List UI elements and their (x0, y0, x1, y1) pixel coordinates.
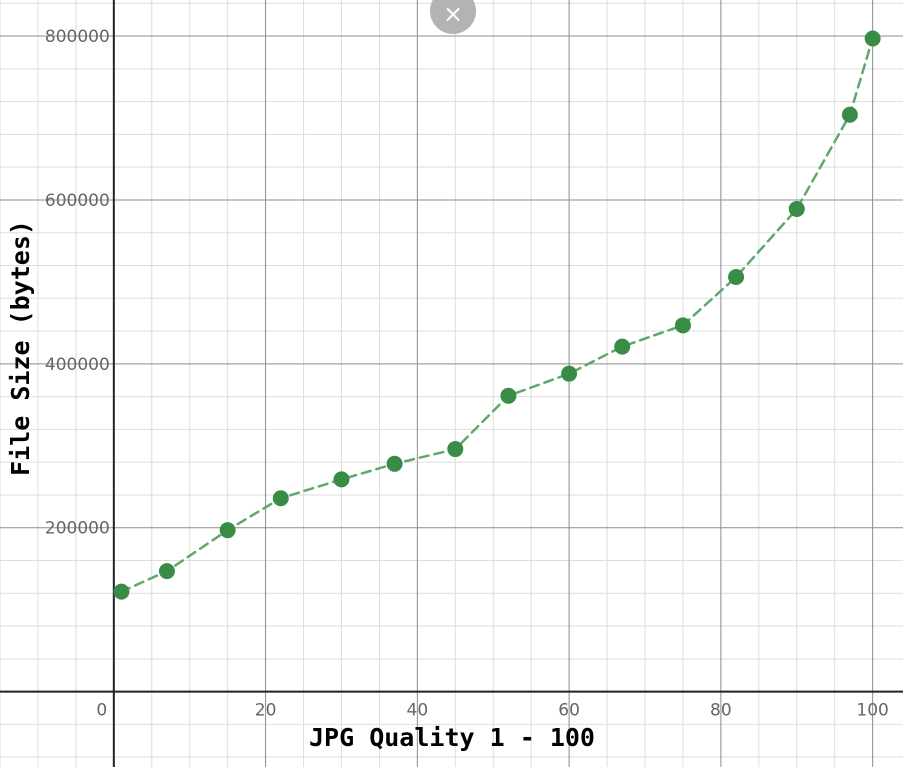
data-point (386, 455, 403, 472)
data-point (788, 200, 805, 217)
data-point (158, 563, 175, 580)
x-tick-label: 0 (96, 701, 107, 721)
series-line (120, 37, 874, 593)
data-point (674, 317, 691, 334)
y-tick-label: 800000 (45, 27, 110, 47)
x-tick-label: 40 (407, 701, 429, 721)
data-point (113, 583, 130, 600)
data-point (864, 30, 881, 47)
x-tick-label: 100 (856, 701, 888, 721)
data-point (333, 471, 350, 488)
data-series (113, 30, 881, 600)
close-icon[interactable]: × (430, 0, 476, 34)
data-point (561, 365, 578, 382)
data-point (219, 522, 236, 539)
y-tick-label: 400000 (45, 355, 110, 375)
y-tick-label: 200000 (45, 519, 110, 539)
y-axis-title: File Size (bytes) (6, 220, 35, 476)
tick-labels: 0 20 40 60 80 100 200000 400000 600000 800000 (45, 27, 889, 721)
data-point (447, 441, 464, 458)
data-point (728, 268, 745, 285)
data-point (841, 106, 858, 123)
data-point (272, 490, 289, 507)
data-point (500, 387, 517, 404)
x-tick-label: 20 (255, 701, 277, 721)
y-tick-label: 600000 (45, 191, 110, 211)
x-tick-label: 60 (558, 701, 580, 721)
data-point (614, 338, 631, 355)
x-axis-title: JPG Quality 1 - 100 (309, 723, 595, 752)
x-tick-label: 80 (710, 701, 732, 721)
